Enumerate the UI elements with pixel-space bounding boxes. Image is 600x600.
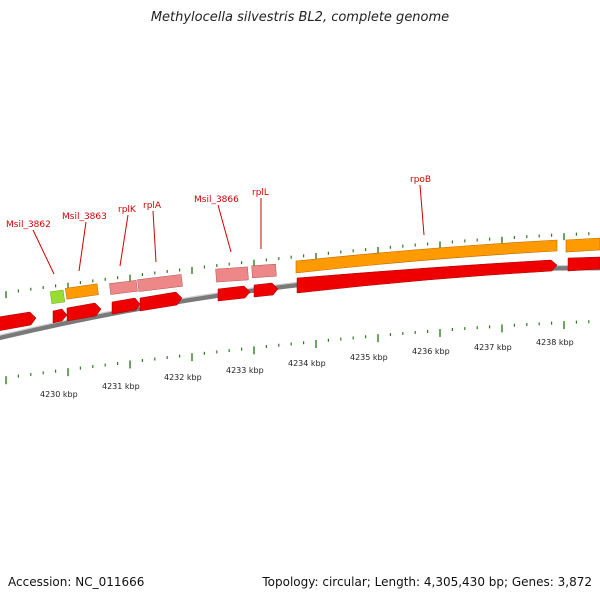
gene-next-upper[interactable] [565,237,600,253]
kbp-label-4230: 4230 kbp [40,390,78,399]
cds-rpob[interactable] [296,259,558,294]
leader-rplk [119,214,129,267]
gene-rpll[interactable] [251,263,277,279]
leader-msil-3863 [78,221,87,272]
label-rplk: rplK [118,205,137,215]
gene-rpla[interactable] [137,274,183,292]
leader-rpob [419,184,425,236]
label-msil-3862: Msil_3862 [6,220,51,230]
label-msil-3863: Msil_3863 [62,212,107,222]
leader-msil-3866 [217,204,232,253]
label-rpob: rpoB [410,175,431,185]
label-rpll: rplL [252,188,269,198]
kbp-label-4234: 4234 kbp [288,359,326,368]
accession-text: Accession: NC_011666 [8,575,145,589]
genome-backbone-highlight [0,264,600,336]
label-msil-3866: Msil_3866 [194,195,239,205]
kbp-label-4238: 4238 kbp [536,338,574,347]
genome-summary: Topology: circular; Length: 4,305,430 bp… [262,575,592,589]
leader-msil-3862 [32,229,55,275]
kbp-label-4231: 4231 kbp [102,382,140,391]
cds-left-edge[interactable] [0,311,37,331]
cds-rpll[interactable] [253,282,279,298]
cds-rpla[interactable] [139,291,183,312]
cds-msil-3863[interactable] [66,302,102,322]
kbp-label-4235: 4235 kbp [350,353,388,362]
cds-next-lower[interactable] [567,256,600,272]
kbp-label-4233: 4233 kbp [226,366,264,375]
outer-tick-ring [5,232,590,299]
leader-rpla [152,210,157,263]
cds-msil-3862[interactable] [52,308,68,324]
inner-tick-ring [5,320,590,385]
gene-rpob[interactable] [295,239,558,274]
kbp-label-4237: 4237 kbp [474,343,512,352]
cds-rplk[interactable] [111,297,141,315]
gene-rplk[interactable] [109,280,138,295]
label-rpla: rplA [143,201,162,211]
gene-msil-3866[interactable] [215,266,249,283]
gene-msil-3862[interactable] [49,289,66,305]
map-title: Methylocella silvestris BL2, complete ge… [150,10,450,25]
gene-msil-3863[interactable] [65,283,99,300]
kbp-label-4236: 4236 kbp [412,347,450,356]
kbp-label-4232: 4232 kbp [164,373,202,382]
cds-msil-3866[interactable] [217,285,251,302]
